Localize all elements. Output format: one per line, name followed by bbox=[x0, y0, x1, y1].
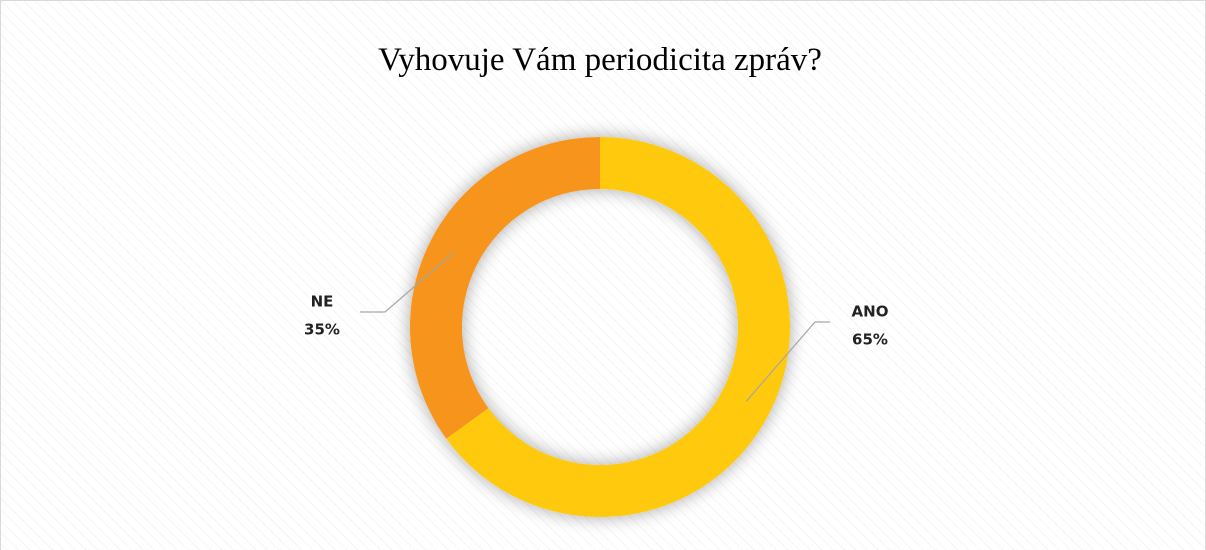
donut bbox=[410, 137, 791, 518]
leader-line bbox=[360, 252, 455, 313]
leader-line bbox=[745, 321, 830, 402]
donut-segment bbox=[446, 137, 791, 518]
category-label: ANO bbox=[852, 303, 889, 321]
chart-title: Vyhovuje Vám periodicita zpráv? bbox=[378, 42, 822, 78]
value-label: 65% bbox=[852, 331, 888, 349]
donut-segment bbox=[410, 137, 600, 439]
value-label: 35% bbox=[304, 321, 340, 339]
category-label: NE bbox=[311, 293, 334, 311]
